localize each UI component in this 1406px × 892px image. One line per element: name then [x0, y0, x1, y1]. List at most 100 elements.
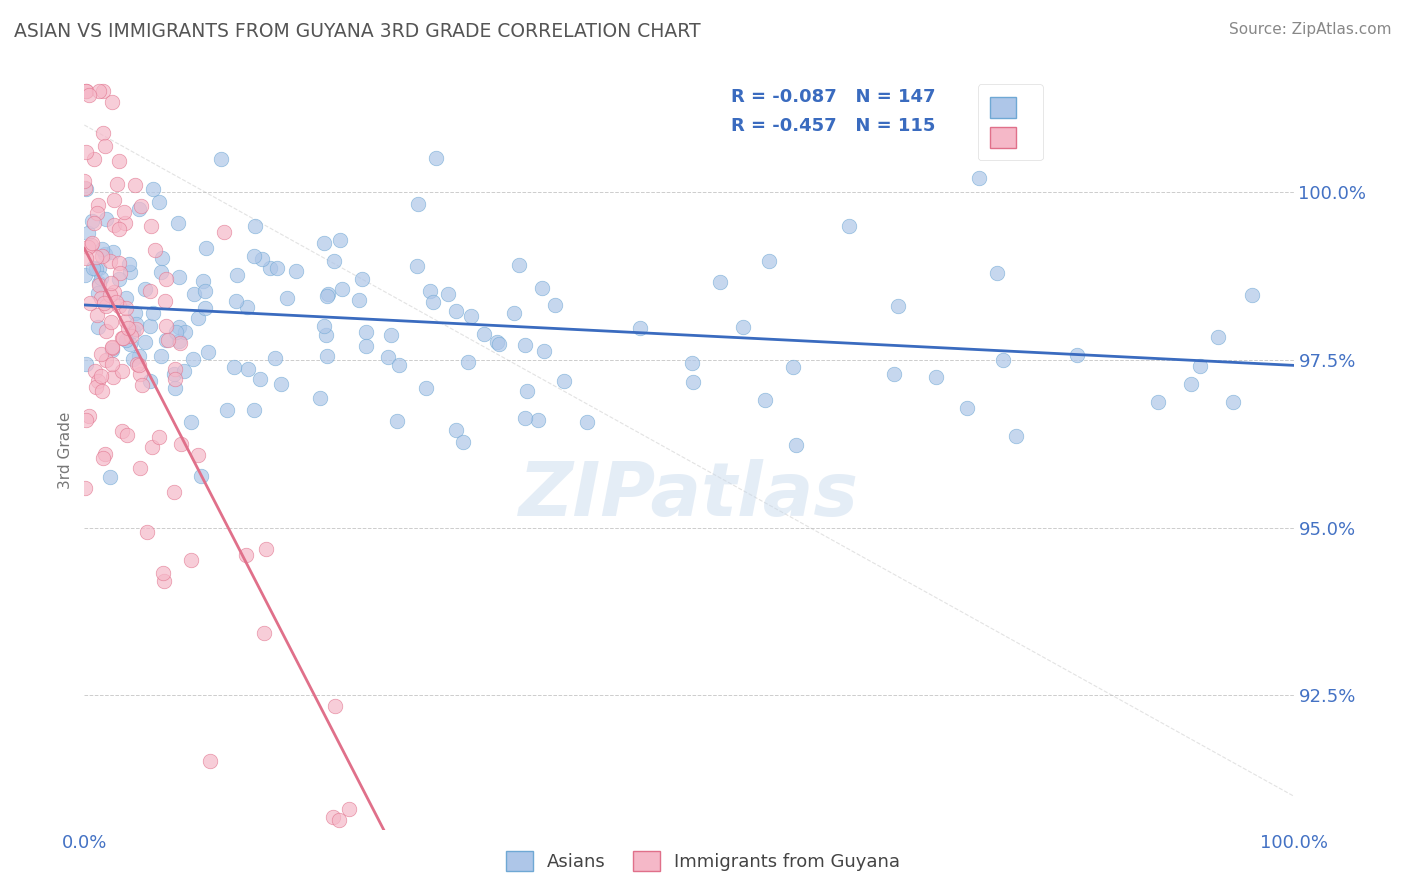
Point — [73, 174, 96, 188]
Point — [75, 182, 97, 196]
Point — [155, 272, 177, 286]
Point — [96, 324, 118, 338]
Point — [129, 460, 152, 475]
Point — [782, 360, 804, 375]
Point — [165, 372, 187, 386]
Point — [312, 319, 335, 334]
Point — [276, 291, 298, 305]
Point — [322, 810, 344, 824]
Point — [87, 277, 110, 291]
Point — [122, 351, 145, 366]
Point — [115, 301, 138, 315]
Point — [883, 367, 905, 381]
Point — [75, 85, 97, 99]
Point — [165, 325, 187, 339]
Point — [83, 364, 105, 378]
Point — [209, 152, 232, 166]
Point — [330, 282, 353, 296]
Point — [148, 430, 170, 444]
Point — [544, 298, 567, 312]
Point — [388, 359, 411, 373]
Point — [86, 308, 108, 322]
Point — [252, 626, 274, 640]
Text: R = -0.457   N = 115: R = -0.457 N = 115 — [731, 117, 935, 135]
Point — [107, 272, 129, 286]
Point — [128, 202, 150, 216]
Point — [250, 252, 273, 266]
Point — [91, 384, 114, 398]
Point — [387, 414, 409, 428]
Point — [79, 295, 101, 310]
Point — [93, 451, 115, 466]
Point — [1241, 288, 1264, 302]
Point — [354, 325, 377, 339]
Point — [124, 178, 146, 193]
Point — [425, 151, 447, 165]
Point — [838, 219, 860, 233]
Point — [235, 549, 257, 563]
Point — [115, 314, 138, 328]
Point — [112, 331, 135, 345]
Point — [89, 85, 111, 99]
Point — [101, 342, 124, 356]
Point — [155, 333, 177, 347]
Point — [75, 357, 97, 371]
Point — [143, 243, 166, 257]
Point — [441, 886, 464, 892]
Point — [315, 349, 337, 363]
Point — [139, 319, 162, 334]
Point — [503, 306, 526, 320]
Point — [576, 415, 599, 429]
Point — [285, 264, 308, 278]
Point — [1188, 359, 1211, 374]
Point — [270, 376, 292, 391]
Point — [212, 225, 235, 239]
Point — [91, 85, 114, 99]
Point — [956, 401, 979, 415]
Point — [87, 286, 110, 301]
Point — [1222, 395, 1244, 409]
Point — [112, 205, 135, 219]
Point — [120, 337, 142, 351]
Point — [77, 239, 100, 253]
Point — [104, 295, 127, 310]
Point — [73, 268, 96, 282]
Point — [222, 360, 245, 375]
Point — [354, 338, 377, 352]
Point — [122, 324, 145, 338]
Point — [84, 261, 107, 276]
Point — [150, 350, 173, 364]
Point — [925, 369, 948, 384]
Point — [163, 484, 186, 499]
Point — [236, 362, 259, 376]
Point — [444, 303, 467, 318]
Point — [169, 270, 191, 285]
Point — [180, 415, 202, 429]
Point — [111, 364, 134, 378]
Point — [187, 448, 209, 462]
Point — [124, 322, 146, 336]
Point — [254, 542, 277, 557]
Point — [98, 288, 121, 302]
Point — [315, 327, 337, 342]
Point — [457, 355, 479, 369]
Point — [187, 310, 209, 325]
Point — [329, 233, 352, 247]
Point — [134, 334, 156, 349]
Point — [516, 384, 538, 399]
Point — [709, 275, 731, 289]
Point — [142, 182, 165, 196]
Point — [150, 251, 173, 265]
Point — [249, 371, 271, 385]
Point — [77, 227, 100, 241]
Point — [163, 362, 186, 376]
Point — [87, 374, 110, 388]
Point — [328, 813, 350, 827]
Point — [191, 274, 214, 288]
Point — [131, 378, 153, 392]
Point — [236, 300, 259, 314]
Point — [125, 318, 148, 332]
Point — [115, 291, 138, 305]
Text: R = -0.087   N = 147: R = -0.087 N = 147 — [731, 88, 936, 106]
Point — [377, 350, 399, 364]
